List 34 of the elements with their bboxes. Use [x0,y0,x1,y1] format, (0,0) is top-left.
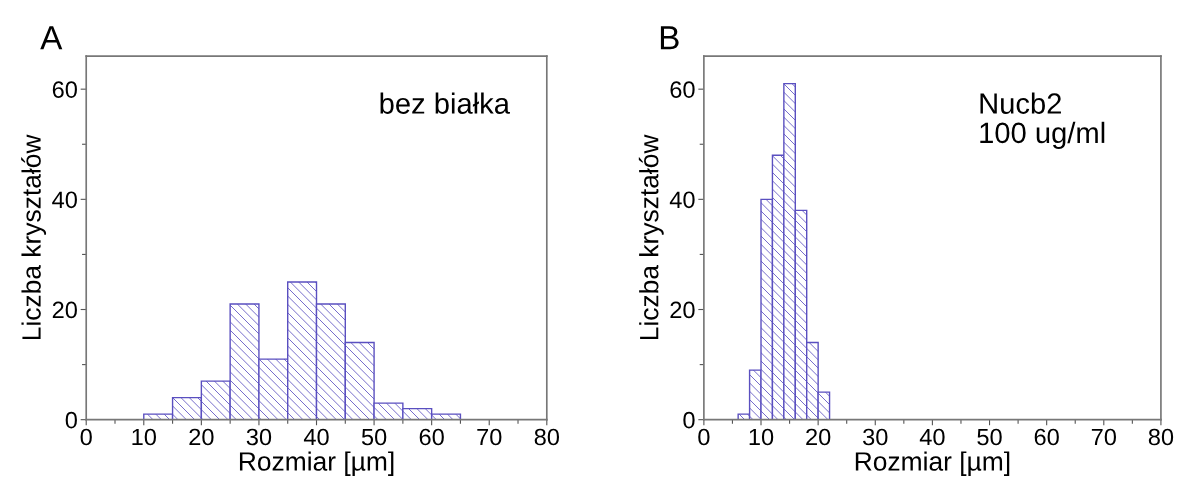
y-tick-label: 40 [669,191,695,209]
x-tick-label: 10 [749,428,774,446]
chart-title: B [660,26,679,50]
x-axis-title: Rozmiar [µm] [239,451,394,477]
y-tick-label: 60 [52,81,77,98]
y-tick-label: 40 [52,191,77,209]
x-tick-label: 60 [1034,428,1059,446]
x-tick-label: 70 [477,428,502,446]
annotation: bez białka [380,92,510,114]
x-tick-label: 80 [1148,428,1174,446]
chart-title: A [40,26,63,50]
x-tick-label: 0 [698,428,710,446]
x-tick-label: 0 [80,428,92,446]
x-tick-label: 80 [534,428,560,446]
x-tick-label: 20 [189,428,214,446]
y-tick-label: 20 [52,301,77,319]
x-tick-label: 30 [246,428,272,446]
y-tick-label: 60 [670,81,695,98]
x-tick-label: 70 [1091,428,1116,446]
annotation: Nucb2 100 ug/ml [980,92,1105,149]
y-tick-label: 20 [670,301,695,319]
x-tick-label: 50 [361,428,387,446]
x-tick-label: 50 [977,428,1002,446]
y-axis-title: Liczba kryształów [21,134,47,340]
y-tick-label: 0 [683,411,695,429]
x-tick-label: 20 [806,428,831,446]
y-tick-label: 0 [65,411,77,429]
x-tick-label: 30 [863,428,888,446]
x-tick-label: 10 [132,428,156,446]
x-axis-title: Rozmiar [µm] [855,451,1010,477]
x-tick-label: 40 [919,428,945,446]
x-tick-label: 40 [303,428,329,446]
x-tick-label: 60 [419,428,444,446]
y-axis-title: Liczba kryształów [638,134,664,340]
